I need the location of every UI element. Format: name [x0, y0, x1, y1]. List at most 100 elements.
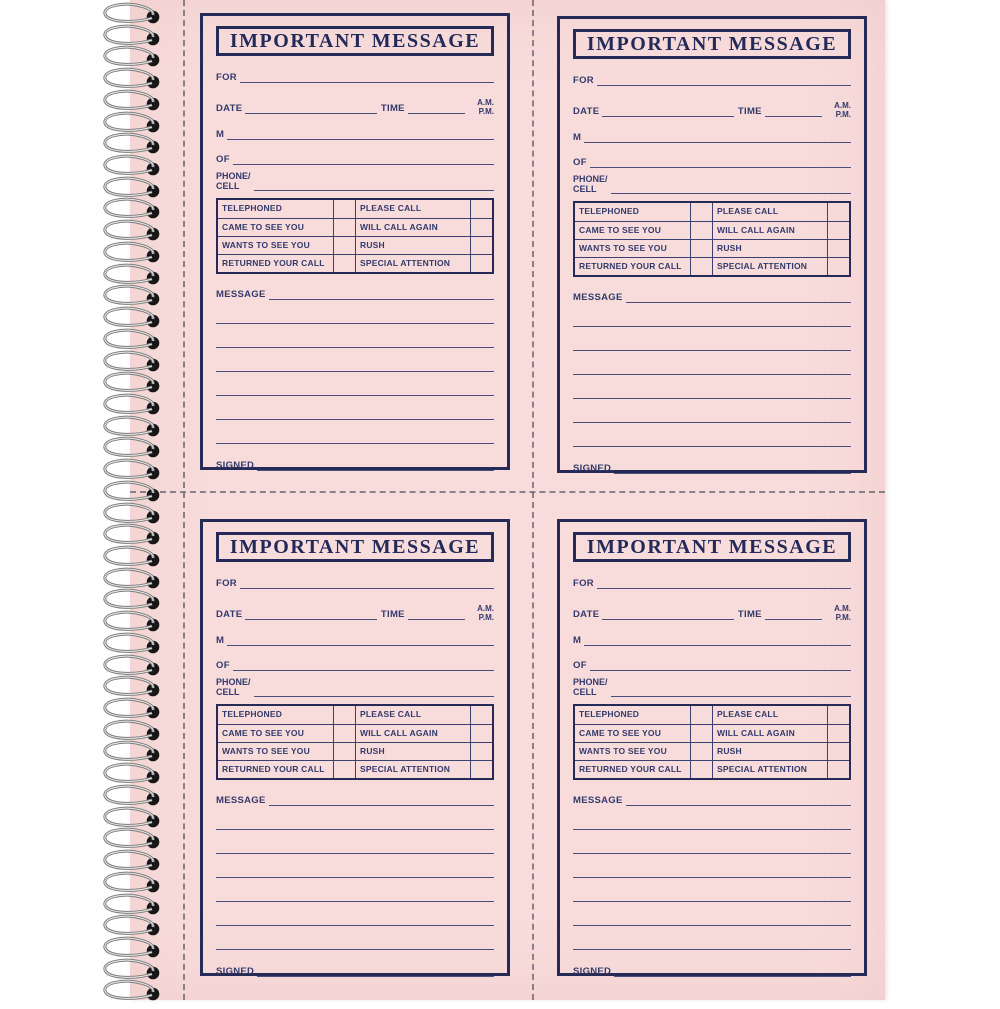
m-label: M [573, 132, 582, 143]
important-message-form: IMPORTANT MESSAGE FOR DATE TIME A.M. P.M… [200, 13, 510, 471]
spiral-loop [100, 175, 164, 201]
spiral-loop [100, 674, 164, 700]
m-field: M [216, 123, 494, 140]
spiral-loop [100, 522, 164, 548]
checkbox-table: TELEPHONED PLEASE CALL CAME TO SEE YOU W… [573, 704, 851, 780]
checkbox-label-came-to-see-you: CAME TO SEE YOU [575, 221, 691, 239]
checkbox-label-rush: RUSH [711, 742, 828, 760]
checkbox-label-wants-to-see-you: WANTS TO SEE YOU [218, 236, 334, 254]
spiral-loop [100, 196, 164, 222]
checkbox-label-will-call-again: WILL CALL AGAIN [711, 221, 828, 239]
message-line [573, 830, 851, 854]
spiral-loop [100, 870, 164, 896]
time-label: TIME [737, 106, 762, 117]
phone-cell-label: PHONE/ CELL [216, 171, 254, 191]
checkbox-label-special-attention: SPECIAL ATTENTION [354, 760, 471, 778]
of-line [232, 669, 494, 671]
checkbox-cell [333, 760, 355, 778]
signed-field: SIGNED [216, 960, 494, 977]
of-line [232, 163, 494, 165]
message-field: MESSAGE [216, 789, 494, 806]
checkbox-label-rush: RUSH [711, 239, 828, 257]
spiral-loop [100, 892, 164, 918]
checkbox-label-will-call-again: WILL CALL AGAIN [354, 724, 471, 742]
m-line [584, 644, 851, 646]
spiral-loop [100, 66, 164, 92]
message-line-first [625, 804, 851, 806]
message-line [216, 926, 494, 950]
message-line [216, 806, 494, 830]
for-label: FOR [216, 72, 237, 83]
checkbox-label-telephoned: TELEPHONED [222, 203, 283, 213]
checkbox-label-came-to-see-you: CAME TO SEE YOU [218, 724, 334, 742]
checkbox-label-returned-your-call: RETURNED YOUR CALL [218, 760, 334, 778]
pm-label: P.M. [478, 107, 494, 116]
form-title: IMPORTANT MESSAGE [586, 535, 838, 558]
perforation-line-horizontal [130, 491, 885, 493]
checkbox-cell [690, 760, 712, 778]
spiral-loop [100, 826, 164, 852]
checkbox-cell [827, 221, 849, 239]
pm-label: P.M. [478, 613, 494, 622]
am-pm-labels: A.M. P.M. [825, 101, 851, 119]
message-line [216, 396, 494, 420]
checkbox-cell [470, 706, 492, 724]
for-field: FOR [216, 66, 494, 83]
message-form-top-right: IMPORTANT MESSAGE FOR DATE TIME A.M. P.M… [557, 16, 867, 474]
message-line [216, 300, 494, 324]
spiral-loop [100, 783, 164, 809]
form-title-box: IMPORTANT MESSAGE [573, 532, 851, 562]
checkbox-table: TELEPHONED PLEASE CALL CAME TO SEE YOU W… [573, 201, 851, 277]
phone-cell-field: PHONE/ CELL [216, 673, 494, 697]
checkbox-cell [827, 257, 849, 275]
time-label: TIME [380, 609, 405, 620]
form-title-box: IMPORTANT MESSAGE [573, 29, 851, 59]
message-line [216, 878, 494, 902]
phone-cell-label: PHONE/ CELL [573, 677, 611, 697]
message-field: MESSAGE [216, 283, 494, 300]
checkbox-label-returned-your-call: RETURNED YOUR CALL [218, 254, 334, 272]
spiral-loop [100, 305, 164, 331]
for-line [239, 81, 494, 83]
m-field: M [216, 629, 494, 646]
message-line [573, 351, 851, 375]
m-line [227, 644, 494, 646]
spiral-loop [100, 805, 164, 831]
time-label: TIME [737, 609, 762, 620]
spiral-loop [100, 327, 164, 353]
checkbox-cell [470, 200, 492, 218]
checkbox-label-telephoned: TELEPHONED [579, 709, 640, 719]
checkbox-label-special-attention: SPECIAL ATTENTION [711, 257, 828, 275]
phone-label: PHONE/ [573, 174, 608, 184]
important-message-form: IMPORTANT MESSAGE FOR DATE TIME A.M. P.M… [557, 519, 867, 977]
message-label: MESSAGE [216, 795, 266, 806]
signed-line [257, 469, 494, 471]
am-label: A.M. [477, 98, 494, 107]
checkbox-cell [333, 218, 355, 236]
message-line [216, 830, 494, 854]
checkbox-cell [333, 200, 355, 218]
checkbox-cell [690, 239, 712, 257]
checkbox-label-will-call-again: WILL CALL AGAIN [711, 724, 828, 742]
phone-cell-field: PHONE/ CELL [216, 167, 494, 191]
checkbox-cell [470, 218, 492, 236]
form-title-box: IMPORTANT MESSAGE [216, 26, 494, 56]
checkbox-cell [690, 203, 712, 221]
for-line [239, 587, 494, 589]
checkbox-cell [827, 760, 849, 778]
of-field: OF [573, 654, 851, 671]
spiral-loop [100, 957, 164, 983]
for-label: FOR [573, 578, 594, 589]
spiral-loop [100, 283, 164, 309]
checkbox-label-special-attention: SPECIAL ATTENTION [711, 760, 828, 778]
time-label: TIME [380, 103, 405, 114]
form-title: IMPORTANT MESSAGE [229, 29, 481, 52]
checkbox-cell [333, 236, 355, 254]
phone-cell-label: PHONE/ CELL [216, 677, 254, 697]
date-time-field: DATE TIME A.M. P.M. [573, 95, 851, 119]
message-lines [216, 300, 494, 444]
perforation-line-center [532, 0, 534, 1000]
signed-line [614, 975, 851, 977]
perforation-line-left [183, 0, 185, 1000]
signed-label: SIGNED [573, 463, 612, 474]
